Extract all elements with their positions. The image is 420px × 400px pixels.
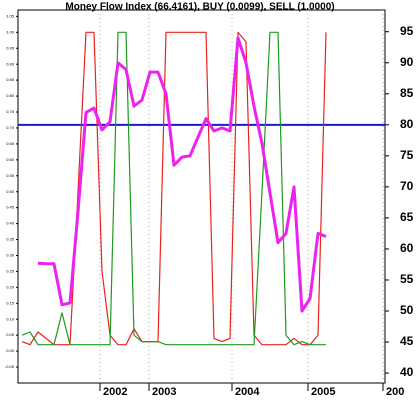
y2-tick-label: 90 [400, 55, 414, 69]
y-tick-label: 0.85 [6, 77, 15, 82]
y-tick-label: 0.75 [6, 109, 15, 114]
x-tick-label: 2005 [311, 386, 335, 398]
y-tick-label: 1.00 [6, 29, 15, 34]
y2-tick-label: 50 [400, 303, 414, 317]
y-tick-label: 0.50 [6, 189, 15, 194]
y-tick-label: 0.05 [6, 332, 15, 337]
y-tick-label: 0.45 [6, 205, 15, 210]
y-tick-label: 0.30 [6, 253, 15, 258]
y-tick-label: 0.80 [6, 93, 15, 98]
y2-tick-label: 55 [400, 272, 414, 286]
series-line [21, 31, 326, 346]
y2-tick-label: 95 [400, 24, 414, 38]
y-tick-label: 0.60 [6, 157, 15, 162]
y-tick-label: 0.40 [6, 221, 15, 226]
y-tick-label: 0.65 [6, 141, 15, 146]
y2-tick-label: 40 [400, 365, 414, 379]
y-tick-label: -0.05 [5, 364, 15, 369]
chart-title: Money Flow Index (66.4161), BUY (0.0099)… [65, 2, 334, 13]
y-tick-label: 0.10 [6, 316, 15, 321]
y-tick-label: 0.35 [6, 237, 15, 242]
y-tick-label: 1.05 [6, 13, 15, 18]
y-tick-label: 0.70 [6, 125, 15, 130]
series-line [21, 31, 327, 346]
y-tick-label: 0.25 [6, 268, 15, 273]
y2-tick-label: 75 [400, 148, 414, 162]
y2-tick-label: 85 [400, 86, 414, 100]
plot-frame [17, 9, 386, 384]
x-tick-label: 2004 [235, 386, 260, 398]
series-line [37, 36, 327, 313]
y-tick-label: 0.55 [6, 173, 15, 178]
y-tick-label: 0.20 [6, 284, 15, 289]
y2-tick-label: 60 [400, 241, 414, 255]
y-tick-label: 0.95 [6, 45, 15, 50]
y-tick-label: 0.90 [6, 61, 15, 66]
y-tick-label: 0.00 [6, 348, 15, 353]
y2-tick-label: 45 [400, 334, 414, 348]
y2-tick-label: 80 [400, 117, 414, 131]
x-tick-label: 200 [386, 386, 404, 398]
y2-tick-label: 65 [400, 210, 414, 224]
y2-tick-label: 70 [400, 179, 414, 193]
x-tick-label: 2003 [152, 386, 176, 398]
x-tick-label: 2002 [103, 386, 127, 398]
y-tick-label: 0.15 [6, 300, 15, 305]
